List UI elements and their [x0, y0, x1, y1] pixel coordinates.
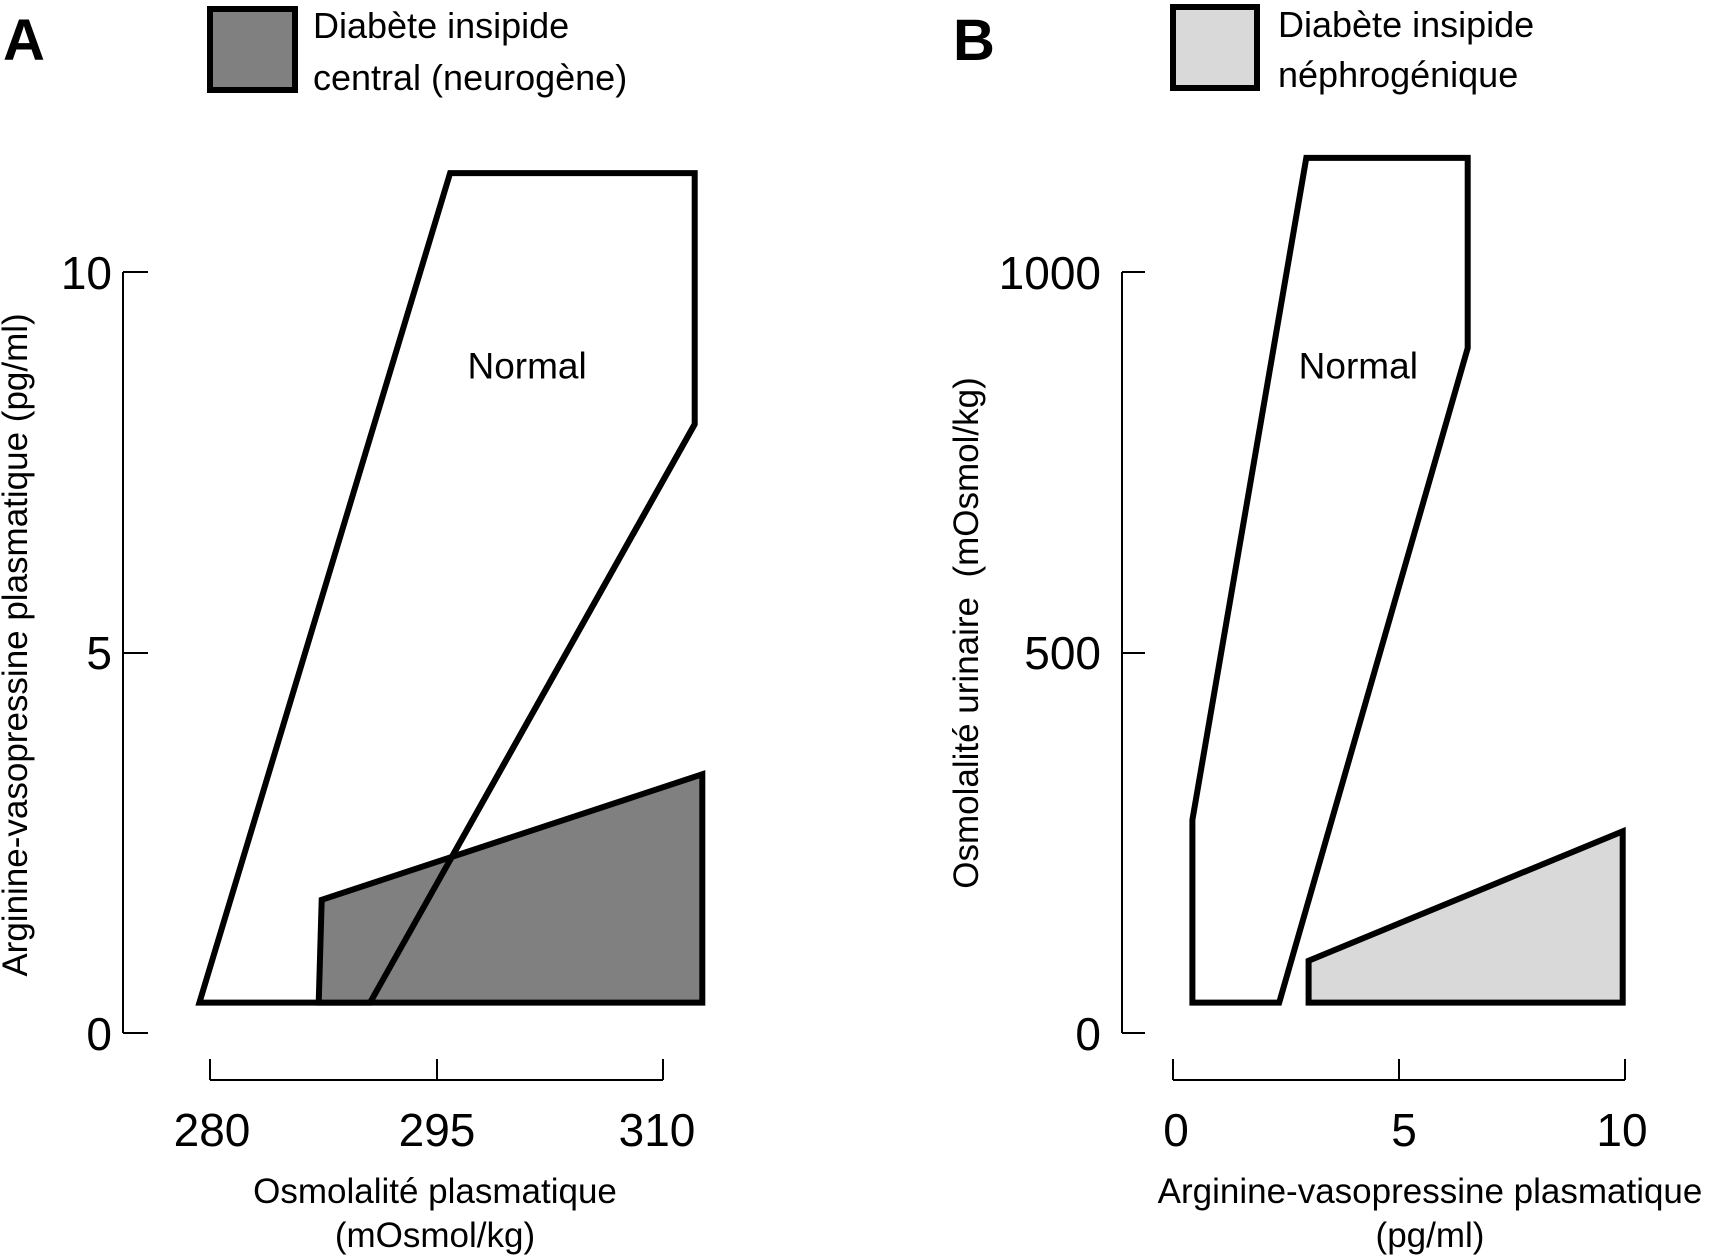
panel-a-region-diabetes-insipidus [315, 770, 706, 1006]
panel-b-region-label-normal: Normal [1299, 346, 1418, 387]
panel-b-y-tick-label-0: 0 [1075, 1008, 1101, 1060]
panel-a-x-axis-title-line-1: Osmolalité plasmatique [253, 1172, 617, 1211]
panel-b-letter: B [953, 8, 995, 73]
panel-a-legend-line-1: Diabète insipide [313, 5, 569, 46]
panel-b-region-normal [1189, 154, 1471, 1006]
panel-b-x-tick-label-0: 0 [1163, 1104, 1189, 1156]
panel-b-legend-line-2: néphrogénique [1278, 54, 1518, 95]
panel-a-y-tick-label-5: 5 [86, 627, 112, 679]
panel-b: B Diabète insipide néphrogénique Normal … [947, 4, 1702, 1255]
panel-b-y-axis-title: Osmolalité urinaire (mOsmol/kg) [947, 377, 986, 889]
panel-a-y-axis-title: Arginine-vasopressine plasmatique (pg/ml… [0, 313, 35, 976]
panel-a-y-tick-label-10: 10 [61, 247, 112, 299]
panel-b-x-tick-label-10: 10 [1596, 1104, 1647, 1156]
panel-b-x-axis-title-line-2: (pg/ml) [1376, 1216, 1485, 1255]
panel-a-x-tick-label-310: 310 [619, 1104, 696, 1156]
panel-b-legend-line-1: Diabète insipide [1278, 4, 1534, 45]
panel-a-normal-boundary-line [367, 422, 698, 1005]
panel-a-x-tick-label-295: 295 [399, 1104, 476, 1156]
panel-b-y-tick-label-1000: 1000 [999, 247, 1101, 299]
panel-b-y-tick-label-500: 500 [1024, 627, 1101, 679]
panel-b-regions: Normal [1189, 154, 1626, 1006]
panel-a-y-tick-label-0: 0 [86, 1008, 112, 1060]
panel-a-x-axis-title-line-2: (mOsmol/kg) [335, 1216, 535, 1255]
panel-a-letter: A [3, 8, 45, 73]
panel-a-x-tick-label-280: 280 [174, 1104, 251, 1156]
panel-a: A Diabète insipide central (neurogène) N… [0, 5, 706, 1255]
panel-a-legend-swatch [207, 6, 298, 93]
panel-b-region-diabetes-insipidus [1305, 826, 1626, 1006]
panel-a-region-label-normal: Normal [467, 346, 586, 387]
panel-a-regions: Normal [195, 170, 706, 1006]
panel-b-legend-swatch [1170, 4, 1260, 91]
panel-a-legend-line-2: central (neurogène) [313, 57, 627, 98]
panel-b-x-axis-title-line-1: Arginine-vasopressine plasmatique [1158, 1172, 1703, 1211]
panel-b-x-tick-label-5: 5 [1391, 1104, 1417, 1156]
